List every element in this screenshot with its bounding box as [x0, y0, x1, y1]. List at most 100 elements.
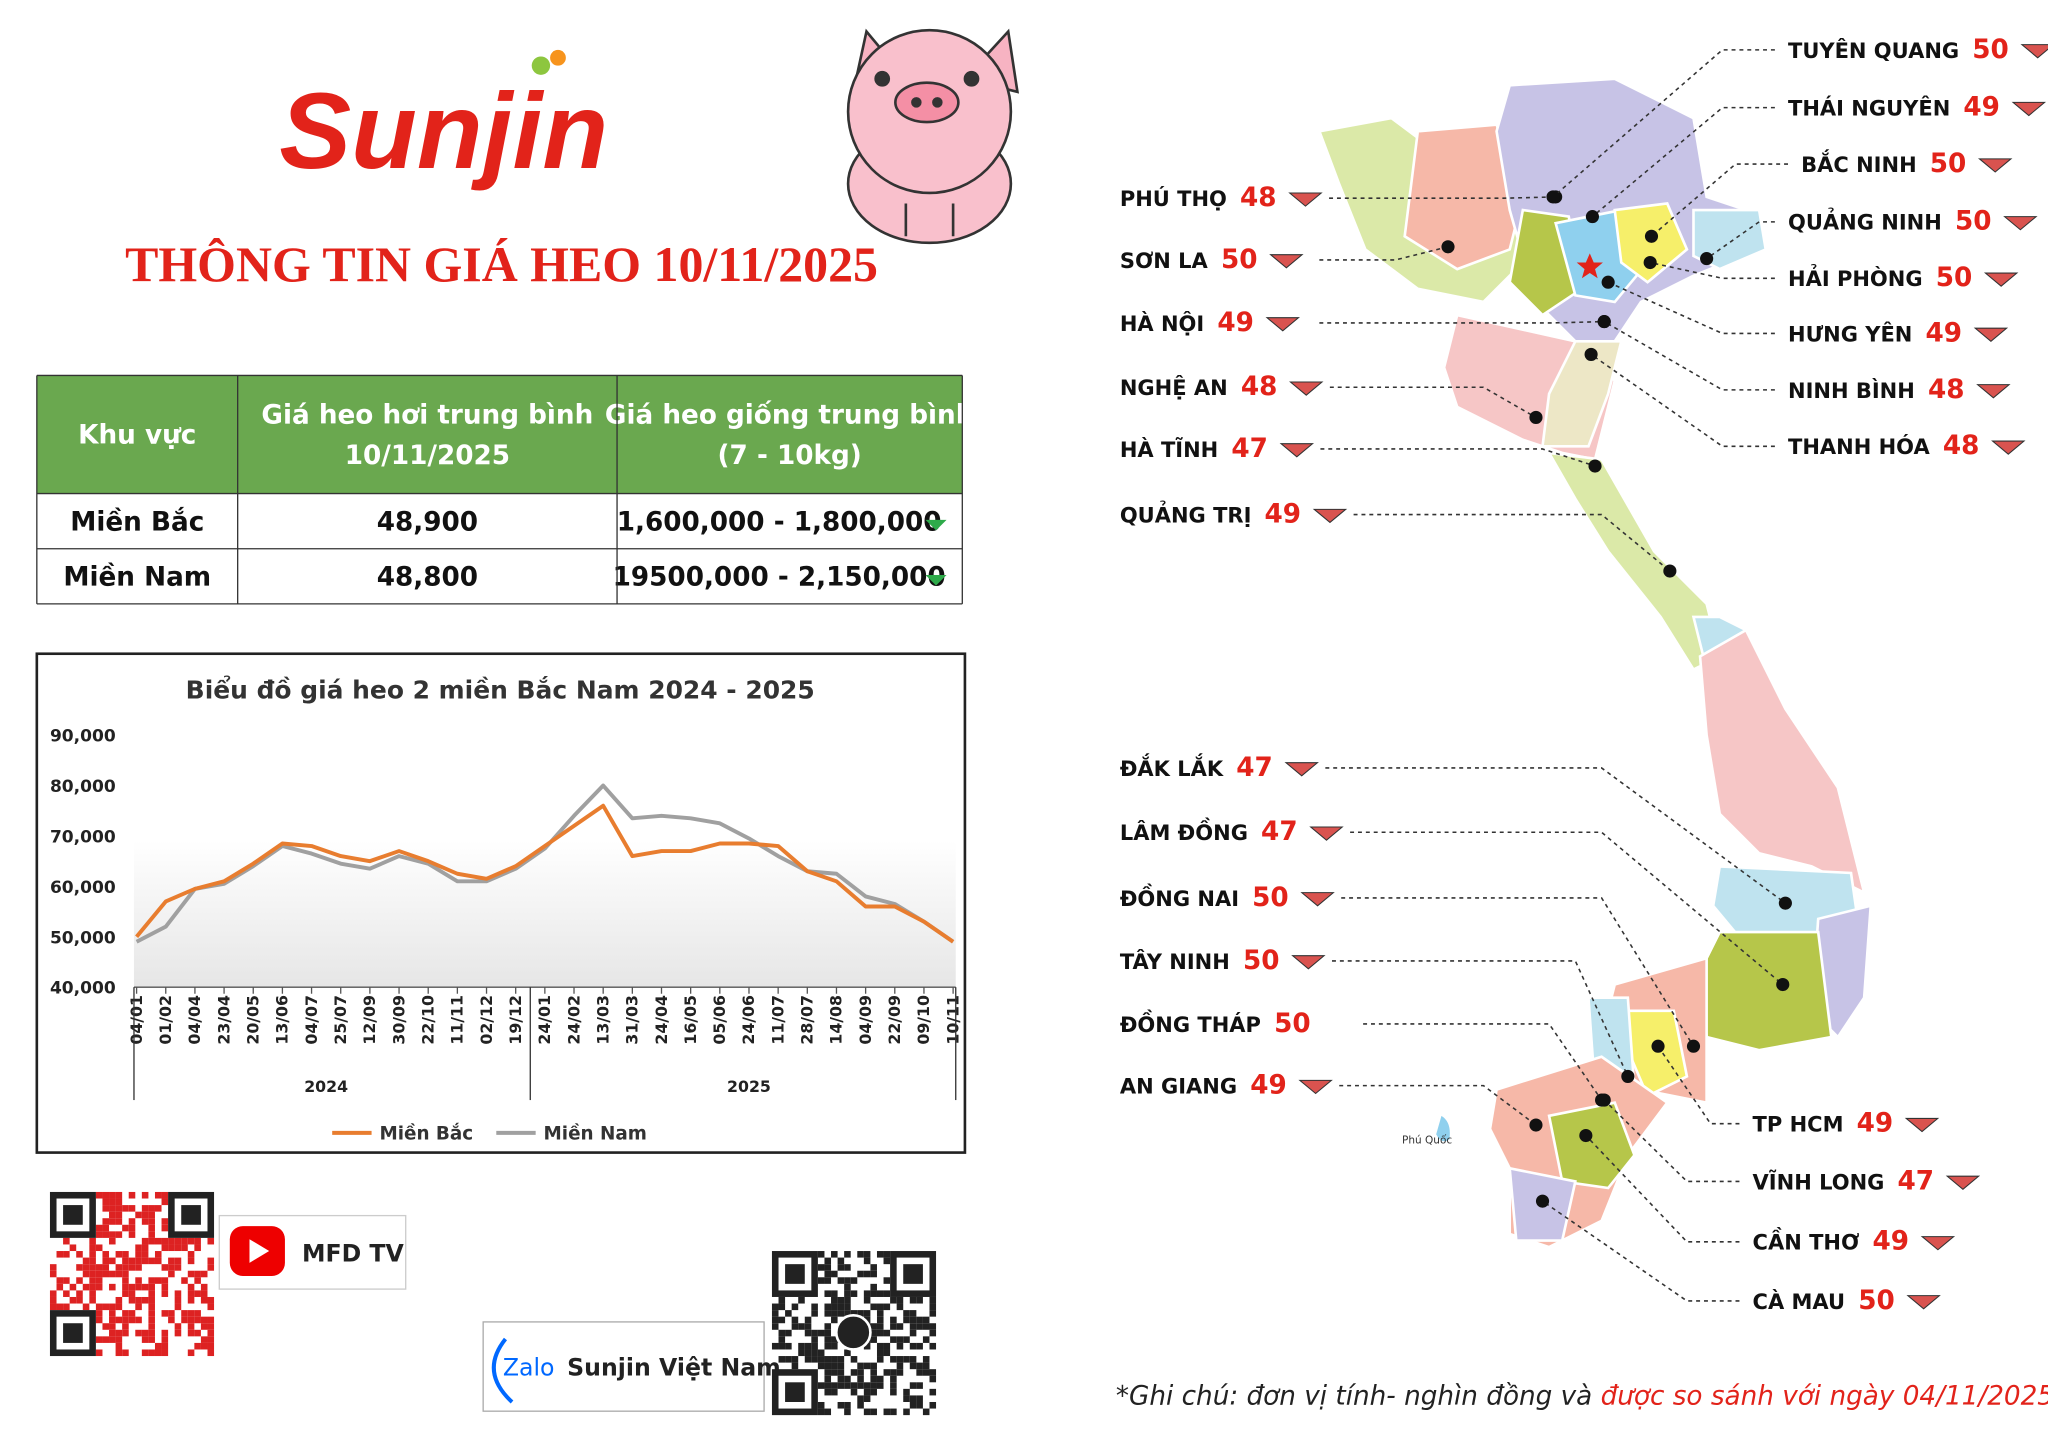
qr-module — [95, 1191, 103, 1199]
qr-module — [122, 1329, 129, 1337]
y-tick-label: 60,000 — [50, 878, 116, 898]
qr-module — [128, 1296, 136, 1304]
qr-module — [837, 1382, 845, 1389]
qr-module — [82, 1257, 90, 1265]
x-tick-label: 24/06 — [739, 995, 758, 1045]
qr-module — [903, 1336, 910, 1343]
qr-module — [89, 1277, 96, 1284]
qr-module — [771, 1342, 779, 1350]
qr-module — [109, 1323, 116, 1330]
qr-module — [844, 1283, 851, 1291]
qr-module — [909, 1323, 917, 1330]
province-name: LÂM ĐỒNG — [1120, 817, 1248, 845]
qr-module — [817, 1264, 825, 1271]
qr-module — [831, 1382, 838, 1389]
qr-module — [181, 1310, 188, 1317]
qr-module — [109, 1270, 116, 1278]
qr-module — [850, 1382, 858, 1389]
qr-module — [817, 1401, 825, 1409]
qr-module — [109, 1205, 116, 1212]
qr-module — [200, 1296, 208, 1304]
qr-module — [148, 1323, 155, 1330]
qr-module — [824, 1375, 832, 1383]
y-tick-label: 80,000 — [50, 777, 116, 797]
qr-module — [109, 1218, 116, 1225]
qr-module — [95, 1277, 103, 1284]
province-dot — [1597, 1093, 1611, 1107]
qr-module — [876, 1323, 884, 1330]
trend-arrow — [1973, 327, 2009, 342]
qr-module — [791, 1303, 799, 1311]
qr-module — [922, 1323, 930, 1330]
province-dot — [1588, 459, 1602, 473]
qr-module — [857, 1382, 864, 1389]
qr-module — [168, 1244, 175, 1252]
qr-module — [194, 1237, 201, 1245]
qr-module — [148, 1231, 155, 1238]
qr-module — [181, 1244, 188, 1252]
qr-module — [804, 1342, 812, 1350]
qr-module — [870, 1362, 877, 1370]
qr-module — [883, 1369, 891, 1376]
qr-module — [831, 1316, 838, 1324]
province-name: HÀ TĨNH — [1120, 437, 1218, 462]
qr-module — [109, 1329, 116, 1337]
trend-arrow — [1269, 254, 1304, 269]
qr-finder — [785, 1264, 805, 1284]
qr-module — [837, 1310, 845, 1317]
qr-code[interactable] — [49, 1191, 215, 1357]
table-cell: 1,600,000 - 1,800,000 — [617, 507, 942, 537]
zalo-badge[interactable]: Zalo Sunjin Việt Nam — [482, 1321, 781, 1412]
qr-module — [115, 1218, 123, 1225]
qr-module — [896, 1296, 904, 1304]
youtube-badge[interactable]: MFD TV — [218, 1214, 407, 1290]
leader-line — [1603, 1099, 1740, 1183]
province-value: 50 — [1252, 883, 1289, 913]
qr-module — [876, 1375, 884, 1383]
province-label: QUẢNG NINH 50 — [1700, 207, 2038, 266]
province-name: NINH BÌNH — [1788, 378, 1915, 403]
province-value: 49 — [1963, 93, 2000, 123]
trend-arrow — [1945, 1175, 1981, 1191]
qr-module — [831, 1369, 838, 1376]
qr-module — [785, 1342, 792, 1350]
province-name: THANH HÓA — [1788, 434, 1930, 459]
trend-arrow — [925, 519, 947, 531]
leader-line — [1319, 246, 1449, 261]
trend-arrow — [1976, 384, 2011, 399]
qr-module — [870, 1408, 877, 1416]
province-label: ĐỒNG THÁP 50 — [1120, 1009, 1609, 1107]
qr-module — [785, 1356, 792, 1363]
qr-module — [174, 1290, 182, 1297]
qr-finder — [63, 1205, 83, 1225]
qr-module — [122, 1323, 129, 1330]
qr-module — [122, 1205, 129, 1212]
province-name: CÀ MAU — [1753, 1289, 1846, 1314]
qr-module — [148, 1303, 155, 1311]
qr-module — [883, 1277, 891, 1284]
province-dot — [1441, 240, 1455, 254]
youtube-label: MFD TV — [302, 1240, 405, 1268]
qr-module — [916, 1395, 923, 1402]
qr-module — [837, 1375, 845, 1383]
qr-module — [148, 1211, 155, 1219]
qr-module — [49, 1264, 57, 1271]
x-tick-label: 02/12 — [477, 995, 496, 1045]
qr-module — [141, 1349, 149, 1357]
qr-module — [817, 1329, 825, 1337]
qr-module — [929, 1323, 937, 1330]
qr-module — [109, 1231, 116, 1238]
qr-module — [804, 1356, 812, 1363]
qr-module — [824, 1329, 832, 1337]
qr-finder — [49, 1191, 96, 1238]
pig-illustration — [846, 28, 1020, 245]
qr-module — [824, 1264, 832, 1271]
qr-module — [200, 1336, 208, 1343]
qr-module — [69, 1283, 77, 1291]
qr-module — [929, 1342, 937, 1350]
qr-module — [109, 1310, 116, 1317]
note-text: *Ghi chú: đơn vị tính- nghìn đồng và — [1116, 1382, 1601, 1412]
qr-code[interactable] — [771, 1251, 937, 1416]
qr-module — [811, 1336, 818, 1343]
legend-label: Miền Nam — [544, 1123, 647, 1144]
